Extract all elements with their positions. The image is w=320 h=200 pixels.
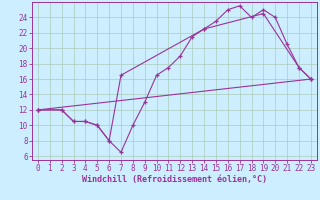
X-axis label: Windchill (Refroidissement éolien,°C): Windchill (Refroidissement éolien,°C) [82, 175, 267, 184]
